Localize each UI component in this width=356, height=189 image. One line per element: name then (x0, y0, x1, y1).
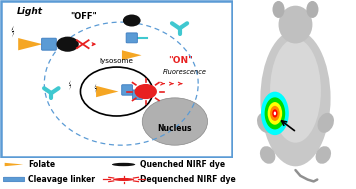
FancyBboxPatch shape (1, 1, 231, 157)
Ellipse shape (142, 98, 208, 145)
Polygon shape (122, 50, 142, 60)
Ellipse shape (260, 30, 331, 166)
Text: "OFF": "OFF" (70, 12, 97, 21)
Circle shape (268, 102, 282, 125)
Circle shape (112, 163, 135, 166)
Circle shape (274, 112, 276, 115)
FancyBboxPatch shape (42, 38, 56, 50)
FancyBboxPatch shape (126, 33, 137, 43)
FancyBboxPatch shape (4, 177, 25, 182)
Polygon shape (5, 163, 23, 166)
Ellipse shape (270, 39, 321, 143)
Polygon shape (95, 84, 96, 93)
Circle shape (57, 37, 79, 52)
FancyBboxPatch shape (132, 90, 143, 99)
Circle shape (272, 109, 278, 118)
Circle shape (135, 84, 157, 99)
Polygon shape (96, 86, 119, 97)
Text: Quenched NIRF dye: Quenched NIRF dye (140, 160, 225, 169)
FancyBboxPatch shape (122, 85, 132, 95)
Ellipse shape (318, 113, 334, 133)
Circle shape (113, 178, 134, 181)
Text: Nucleus: Nucleus (158, 124, 192, 133)
Text: Folate: Folate (28, 160, 55, 169)
Polygon shape (69, 80, 71, 90)
Ellipse shape (257, 113, 273, 133)
Text: Dequenched NIRF dye: Dequenched NIRF dye (140, 175, 236, 184)
Text: Fluorescence: Fluorescence (163, 69, 207, 75)
Text: Cleavage linker: Cleavage linker (28, 175, 95, 184)
Text: "ON": "ON" (168, 56, 193, 65)
Text: lysosome: lysosome (100, 58, 134, 64)
Ellipse shape (315, 146, 331, 164)
Circle shape (80, 67, 153, 116)
Polygon shape (11, 26, 14, 38)
Ellipse shape (260, 146, 276, 164)
Ellipse shape (307, 1, 319, 18)
Text: Light: Light (16, 7, 42, 16)
Circle shape (123, 15, 141, 26)
Ellipse shape (272, 1, 284, 18)
Polygon shape (18, 38, 42, 50)
Ellipse shape (278, 6, 313, 43)
Circle shape (261, 92, 289, 135)
Circle shape (270, 106, 280, 121)
Circle shape (265, 97, 285, 129)
